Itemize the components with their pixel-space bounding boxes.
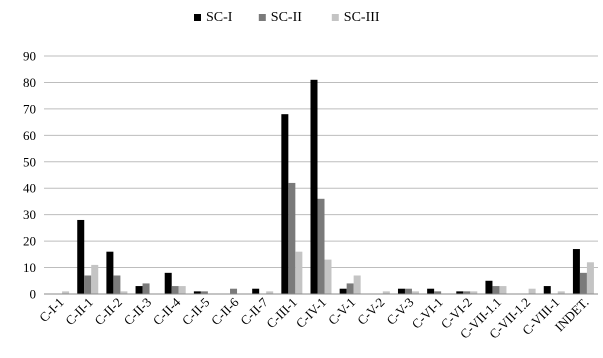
legend-swatch-sc-ii [258, 14, 266, 21]
bar-sc-i-c-v-3 [397, 288, 405, 294]
y-axis: 0 10 20 30 40 50 60 70 80 90 [23, 49, 36, 302]
bar-sc-ii-indet- [579, 272, 587, 294]
bar-sc-ii-c-ii-4 [171, 286, 179, 294]
x-tick-label: C-II-2 [91, 295, 125, 329]
bar-sc-iii-c-ii-4 [178, 286, 186, 294]
bar-sc-iii-indet- [586, 262, 594, 294]
bar-sc-iii-c-v-1 [353, 275, 361, 294]
bar-sc-iii-c-v-2 [382, 291, 390, 294]
bar-sc-iii-c-iii-1 [295, 251, 303, 294]
bar-sc-ii-c-ii-6 [230, 288, 238, 294]
bar-sc-i-c-v-1 [339, 288, 347, 294]
bar-sc-ii-c-ii-3 [142, 283, 150, 294]
bar-sc-iii-c-viii-1 [557, 291, 565, 294]
x-tick-label: C-II-1 [62, 295, 96, 329]
bar-sc-i-c-ii-7 [252, 288, 260, 294]
bar-sc-ii-c-v-3 [404, 288, 412, 294]
bar-sc-i-c-iv-1 [310, 79, 318, 294]
x-tick-label: C-II-3 [121, 295, 155, 329]
bar-sc-iii-c-vii-1-1 [499, 286, 507, 294]
bar-sc-i-c-ii-3 [135, 286, 143, 294]
x-tick-label: C-V-1 [325, 295, 358, 328]
bar-sc-i-c-ii-2 [106, 251, 114, 294]
y-tick-label: 60 [23, 128, 36, 143]
bar-sc-ii-c-iv-1 [317, 198, 325, 294]
bar-sc-iii-c-i-1 [62, 291, 70, 294]
y-tick-label: 80 [23, 75, 36, 90]
bar-sc-i-c-iii-1 [281, 114, 289, 295]
legend-label-sc-iii: SC-III [344, 10, 380, 25]
x-tick-label: C-V-2 [354, 295, 387, 328]
bar-sc-iii-c-ii-7 [266, 291, 274, 294]
x-tick-label: C-VI-1 [409, 295, 446, 332]
bar-sc-ii-c-vi-2 [463, 291, 471, 294]
x-tick-label: C-II-5 [179, 295, 213, 329]
bar-sc-i-c-ii-1 [77, 219, 85, 294]
legend-swatch-sc-i [194, 14, 201, 21]
bar-sc-i-c-vii-1-1 [485, 280, 493, 294]
bar-sc-ii-c-ii-1 [84, 275, 92, 294]
bar-sc-iii-c-ii-1 [91, 264, 99, 294]
bar-sc-i-c-ii-4 [164, 272, 172, 294]
legend-swatch-sc-iii [331, 14, 339, 21]
y-tick-label: 10 [23, 260, 36, 275]
x-tick-label: C-III-1 [263, 295, 300, 332]
y-tick-label: 30 [23, 207, 36, 222]
gridlines [44, 55, 598, 269]
y-tick-label: 20 [23, 234, 36, 249]
x-tick-label: C-IV-1 [293, 295, 329, 331]
y-tick-label: 90 [23, 49, 36, 64]
y-tick-label: 50 [23, 154, 36, 169]
bar-sc-iii-c-vi-2 [470, 291, 478, 294]
bar-sc-ii-c-vii-1-1 [492, 286, 500, 294]
bar-sc-i-c-ii-5 [193, 291, 201, 294]
bar-sc-iii-c-ii-2 [120, 291, 128, 294]
bar-sc-iii-c-iv-1 [324, 259, 332, 294]
x-tick-label: C-II-4 [150, 294, 184, 328]
bar-sc-iii-c-vii-1-2 [528, 288, 536, 294]
bar-sc-i-c-vi-1 [427, 288, 435, 294]
bars [62, 79, 594, 295]
legend: SC-I SC-II SC-III [194, 10, 380, 25]
y-tick-label: 0 [30, 287, 37, 302]
x-axis: C-I-1C-II-1C-II-2C-II-3C-II-4C-II-5C-II-… [36, 293, 598, 342]
bar-sc-i-c-viii-1 [543, 286, 551, 294]
legend-label-sc-ii: SC-II [271, 10, 302, 25]
bar-sc-ii-c-v-1 [346, 283, 354, 294]
x-tick-label: C-II-6 [208, 294, 242, 328]
bar-sc-ii-c-ii-2 [113, 275, 121, 294]
y-tick-label: 40 [23, 181, 36, 196]
bar-sc-iii-c-v-3 [411, 291, 419, 294]
x-tick-label: C-I-1 [36, 295, 67, 326]
bar-sc-ii-c-vi-1 [434, 291, 442, 294]
bar-sc-ii-c-iii-1 [288, 182, 296, 294]
bar-sc-i-indet- [572, 249, 580, 294]
bar-sc-i-c-vi-2 [456, 291, 464, 294]
y-tick-label: 70 [23, 101, 36, 116]
bar-sc-ii-c-ii-5 [200, 291, 208, 294]
legend-label-sc-i: SC-I [206, 10, 233, 25]
